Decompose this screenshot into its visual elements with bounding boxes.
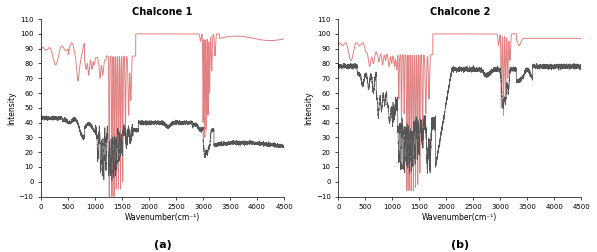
Text: (a): (a) [154,240,171,250]
Text: (b): (b) [451,240,469,250]
X-axis label: Wavenumber(cm⁻¹): Wavenumber(cm⁻¹) [422,213,497,222]
Y-axis label: Intensity: Intensity [7,91,16,125]
Y-axis label: Intensity: Intensity [304,91,313,125]
X-axis label: Wavenumber(cm⁻¹): Wavenumber(cm⁻¹) [125,213,200,222]
Title: Chalcone 1: Chalcone 1 [133,7,193,17]
Title: Chalcone 2: Chalcone 2 [430,7,490,17]
